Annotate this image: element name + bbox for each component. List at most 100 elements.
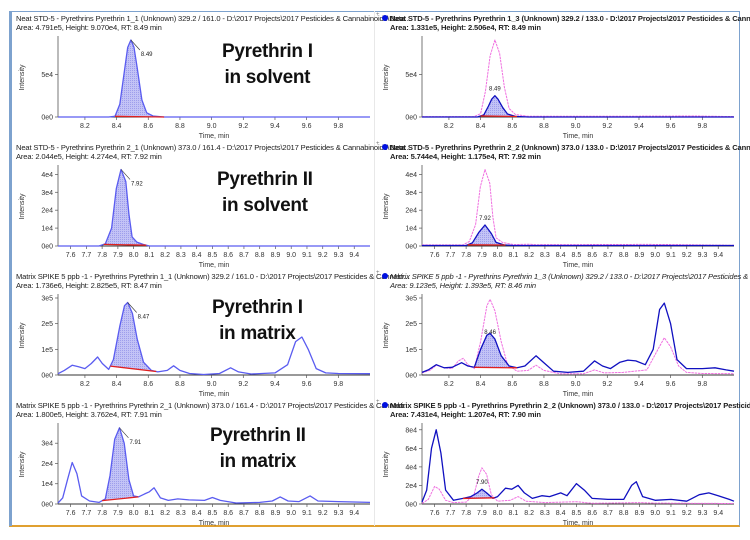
chromatogram-panel-p7[interactable]: Matrix SPIKE 5 ppb -1 - Pyrethrins Pyret… <box>12 399 409 528</box>
peak-label-leader <box>127 302 137 313</box>
chromatogram-plot: 0e0 1e5 2e5 3e5 8.2 8.4 8.6 8.8 9.0 9.2 9.4 9.6 9.8 T… <box>19 294 371 398</box>
peak-rt-label: 7.92 <box>479 216 491 222</box>
x-tick-label: 8.8 <box>255 510 265 517</box>
x-tick-label: 7.8 <box>97 510 107 517</box>
x-tick-label: 8.0 <box>129 252 139 259</box>
x-tick-label: 9.0 <box>207 381 217 388</box>
x-tick-label: 9.4 <box>270 123 280 130</box>
trace-title: Matrix SPIKE 5 ppb -1 - Pyrethrins Pyret… <box>16 401 410 410</box>
compound-annotation: Pyrethrin I in solvent <box>222 39 313 91</box>
y-tick-label: 0e0 <box>41 373 53 380</box>
x-tick-label: 8.2 <box>160 252 170 259</box>
x-tick-label: 8.4 <box>192 252 202 259</box>
expand-icon[interactable]: + <box>376 141 380 147</box>
chromatogram-panel-p1[interactable]: Neat STD-5 - Pyrethrins Pyrethrin 1_1 (U… <box>12 12 411 141</box>
x-tick-label: 8.9 <box>635 252 645 259</box>
x-tick-label: 8.2 <box>444 123 454 130</box>
integration-baseline <box>462 497 495 500</box>
x-tick-label: 7.6 <box>430 252 440 259</box>
x-tick-label: 7.6 <box>66 510 76 517</box>
x-tick-label: 8.4 <box>556 510 566 517</box>
x-tick-label: 8.8 <box>539 381 549 388</box>
x-tick-label: 8.8 <box>175 123 185 130</box>
trace-title: Neat STD-5 - Pyrethrins Pyrethrin 2_1 (U… <box>16 143 411 152</box>
x-axis-label: Time, min <box>563 133 594 140</box>
x-tick-label: 9.0 <box>207 123 217 130</box>
x-tick-label: 8.5 <box>208 510 218 517</box>
x-tick-label: 9.6 <box>302 123 312 130</box>
integration-baseline <box>103 243 147 246</box>
x-tick-label: 9.0 <box>650 510 660 517</box>
x-tick-label: 9.2 <box>318 252 328 259</box>
peak-info: Area: 2.044e5, Height: 4.274e4, RT: 7.92… <box>16 152 162 161</box>
integration-baseline <box>110 365 157 373</box>
x-tick-label: 8.6 <box>223 510 233 517</box>
compound-annotation: Pyrethrin I in matrix <box>212 295 303 347</box>
chromatogram-panel-p6[interactable]: + Matrix SPIKE 5 ppb -1 - Pyrethrins Pyre… <box>376 270 750 399</box>
x-tick-label: 9.0 <box>571 123 581 130</box>
y-axis-label: Intensity <box>383 193 390 220</box>
integrated-peak-hatch <box>462 489 495 499</box>
x-tick-label: 8.7 <box>603 510 613 517</box>
column-divider <box>374 11 375 526</box>
x-axis-label: Time, min <box>199 520 230 527</box>
peak-rt-label: 8.47 <box>138 314 150 320</box>
integration-baseline <box>480 115 518 118</box>
integrated-peak-hatch <box>467 224 506 246</box>
x-axis-label: Time, min <box>199 133 230 140</box>
chromatogram-panel-p2[interactable]: + Neat STD-5 - Pyrethrins Pyrethrin 1_3 (… <box>376 12 750 141</box>
peak-label-leader <box>120 169 131 180</box>
chromatogram-panel-p4[interactable]: + Neat STD-5 - Pyrethrins Pyrethrin 2_2 (… <box>376 141 750 270</box>
x-tick-label: 9.0 <box>286 252 296 259</box>
x-tick-label: 8.2 <box>444 381 454 388</box>
peak-label-leader <box>130 39 141 51</box>
x-tick-label: 9.0 <box>571 381 581 388</box>
trace-title: Neat STD-5 - Pyrethrins Pyrethrin 1_3 (U… <box>390 14 750 23</box>
y-tick-label: 3e5 <box>405 296 417 303</box>
x-tick-label: 8.4 <box>112 381 122 388</box>
y-tick-label: 0e0 <box>405 373 417 380</box>
integration-baseline <box>102 496 139 502</box>
trace-line <box>58 168 370 247</box>
chromatogram-plot: 0e0 1e4 2e4 3e4 4e4 7.6 7.7 7.8 7.9 8.0 8.1 8.2 8.3 8… <box>19 165 370 269</box>
x-tick-label: 8.2 <box>160 510 170 517</box>
chromatogram-panel-p5[interactable]: Matrix SPIKE 5 ppb -1 - Pyrethrins Pyret… <box>12 270 409 399</box>
y-tick-label: 5e4 <box>405 72 417 79</box>
x-tick-label: 9.8 <box>697 123 707 130</box>
x-tick-label: 9.2 <box>238 381 248 388</box>
y-tick-label: 0e0 <box>405 502 417 509</box>
trace-line <box>421 302 735 374</box>
sample-color-dot-icon <box>382 144 388 150</box>
peak-rt-label: 8.46 <box>484 330 496 336</box>
x-tick-label: 9.1 <box>666 510 676 517</box>
x-tick-label: 9.4 <box>713 252 723 259</box>
y-axis-label: Intensity <box>19 322 26 349</box>
x-tick-label: 8.6 <box>143 381 153 388</box>
y-tick-label: 2e4 <box>405 483 417 490</box>
y-tick-label: 2e4 <box>41 461 53 468</box>
x-tick-label: 7.6 <box>430 510 440 517</box>
x-tick-label: 8.6 <box>507 123 517 130</box>
integration-baseline <box>115 115 165 118</box>
expand-icon[interactable]: + <box>376 270 380 276</box>
x-tick-label: 9.2 <box>602 123 612 130</box>
x-tick-label: 9.2 <box>238 123 248 130</box>
annotation-line: Pyrethrin I <box>212 297 303 318</box>
x-tick-label: 7.6 <box>66 252 76 259</box>
x-tick-label: 9.8 <box>697 381 707 388</box>
chromatogram-panel-p3[interactable]: Neat STD-5 - Pyrethrins Pyrethrin 2_1 (U… <box>12 141 411 270</box>
expand-icon[interactable]: + <box>376 399 380 405</box>
peak-info: Area: 4.791e5, Height: 9.070e4, RT: 8.49… <box>16 23 162 32</box>
x-tick-label: 8.8 <box>175 381 185 388</box>
x-tick-label: 8.3 <box>176 510 186 517</box>
expand-icon[interactable]: + <box>376 12 380 18</box>
peak-info: Area: 1.800e5, Height: 3.762e4, RT: 7.91… <box>16 410 162 419</box>
y-axis-label: Intensity <box>383 451 390 478</box>
trace-title: Matrix SPIKE 5 ppb -1 - Pyrethrins Pyret… <box>390 401 750 410</box>
x-tick-label: 8.3 <box>540 252 550 259</box>
x-tick-label: 9.1 <box>302 252 312 259</box>
integrated-peak-hatch <box>480 95 518 117</box>
annotation-line: Pyrethrin I <box>222 41 313 62</box>
x-tick-label: 7.7 <box>445 510 455 517</box>
chromatogram-panel-p8[interactable]: + Matrix SPIKE 5 ppb -1 - Pyrethrins Pyre… <box>376 399 750 528</box>
